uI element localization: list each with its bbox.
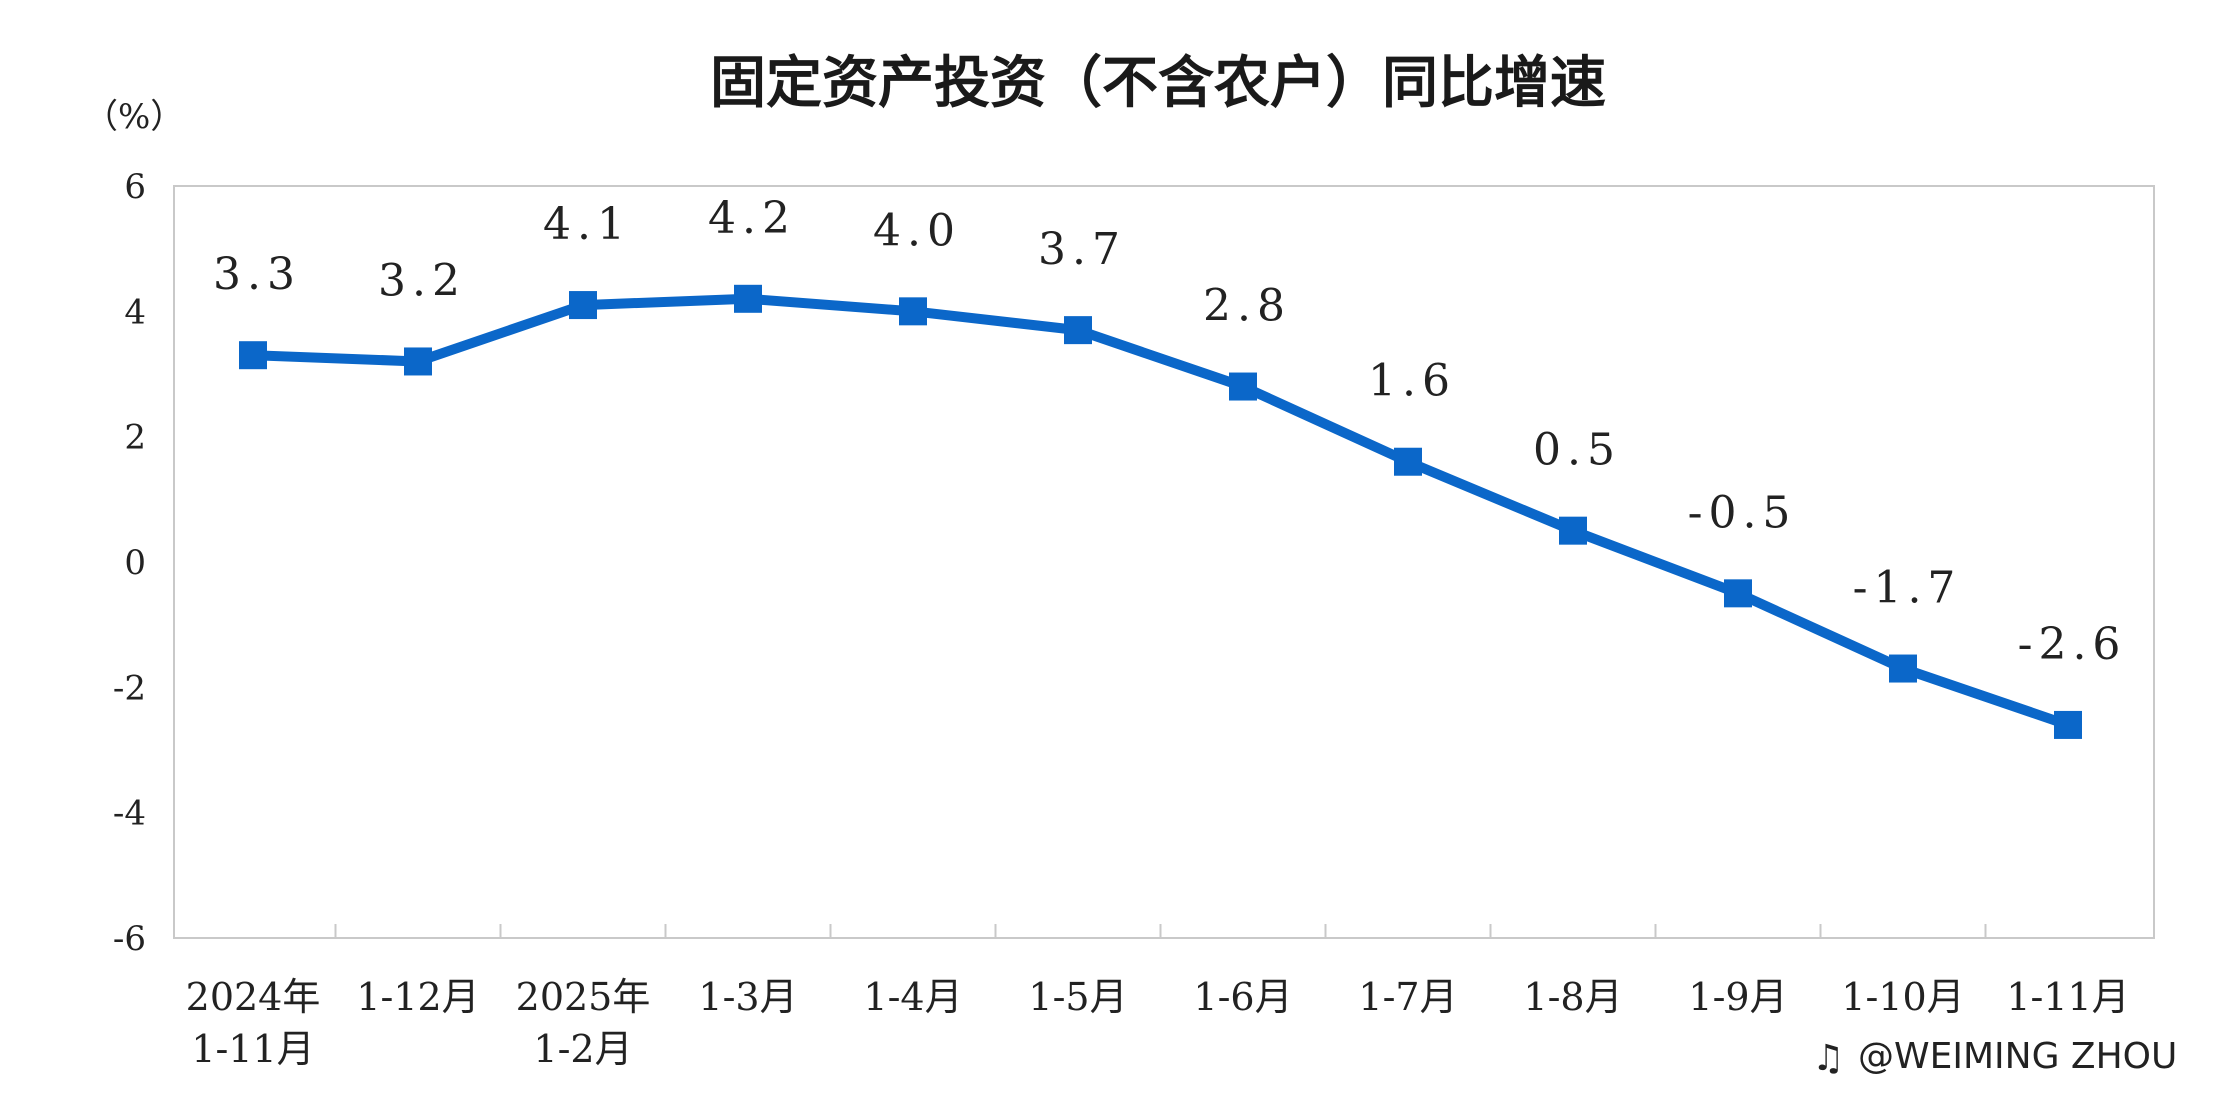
x-tick-label: 1-11月 — [191, 1027, 314, 1071]
series-markers — [239, 284, 2082, 739]
x-tick-label: 1-4月 — [863, 975, 962, 1019]
data-label: -2.6 — [2018, 619, 2127, 670]
data-label: 4.1 — [543, 199, 631, 250]
chart-title: 固定资产投资（不含农户）同比增速 — [710, 51, 1606, 116]
x-tick-label: 1-12月 — [356, 975, 479, 1019]
y-tick-label: 2 — [124, 418, 146, 458]
y-tick-label: -6 — [113, 919, 146, 959]
watermark: ♫ @WEIMING ZHOU — [1812, 1036, 2177, 1079]
data-point-marker — [1229, 372, 1257, 401]
data-label: -1.7 — [1853, 563, 1962, 614]
x-tick-label: 1-5月 — [1028, 975, 1127, 1019]
x-tick-label: 1-6月 — [1193, 975, 1292, 1019]
x-tick-label: 1-11月 — [2006, 975, 2129, 1019]
x-tick-label: 1-8月 — [1523, 975, 1622, 1019]
x-tick-label: 1-9月 — [1688, 975, 1787, 1019]
series-line — [248, 293, 2073, 730]
data-label: 0.5 — [1533, 425, 1621, 476]
watermark-logo-icon: ♫ — [1812, 1038, 1844, 1079]
data-point-marker — [569, 291, 597, 320]
y-tick-label: 4 — [124, 292, 146, 332]
data-label: 4.2 — [708, 193, 796, 244]
x-tick-label: 1-7月 — [1358, 975, 1457, 1019]
data-point-marker — [1889, 654, 1917, 683]
y-axis-tick-labels: 6 4 2 0 -2 -4 -6 — [113, 167, 146, 959]
y-tick-label: -2 — [113, 668, 146, 708]
watermark-text: @WEIMING ZHOU — [1858, 1036, 2177, 1077]
data-label: 3.3 — [213, 249, 301, 300]
data-point-marker — [1394, 447, 1422, 476]
data-label: 1.6 — [1368, 356, 1456, 407]
y-tick-label: 6 — [124, 167, 146, 207]
data-point-marker — [1559, 516, 1587, 545]
data-point-marker — [1064, 316, 1092, 345]
data-point-marker — [734, 284, 762, 313]
data-point-marker — [2054, 710, 2082, 739]
x-tick-label: 1-2月 — [533, 1027, 632, 1071]
data-label: 2.8 — [1203, 281, 1291, 332]
data-label: 3.7 — [1038, 224, 1126, 275]
y-axis-unit-label: （%） — [84, 97, 184, 137]
x-axis-tick-labels: 2024年 1-11月 1-12月 2025年 1-2月 1-3月 1-4月 1-5月 1-6月… — [186, 975, 2130, 1071]
data-label: -0.5 — [1688, 487, 1797, 538]
x-tick-label: 2025年 — [516, 975, 651, 1019]
data-point-marker — [239, 341, 267, 370]
y-tick-label: 0 — [124, 543, 146, 583]
x-tick-label: 1-3月 — [698, 975, 797, 1019]
data-label: 3.2 — [378, 255, 466, 306]
x-axis-ticks — [334, 924, 1987, 938]
data-point-marker — [899, 297, 927, 326]
x-tick-label: 1-10月 — [1841, 975, 1964, 1019]
data-point-marker — [1724, 579, 1752, 608]
x-tick-label: 2024年 — [186, 975, 321, 1019]
data-label: 4.0 — [873, 205, 961, 256]
data-labels: 3.3 3.2 4.1 4.2 4.0 3.7 2.8 1.6 0.5 -0.5 -1.7 -2.6 — [213, 193, 2127, 670]
y-tick-label: -4 — [113, 794, 146, 834]
data-point-marker — [404, 347, 432, 376]
plot-area-frame — [173, 185, 2155, 939]
